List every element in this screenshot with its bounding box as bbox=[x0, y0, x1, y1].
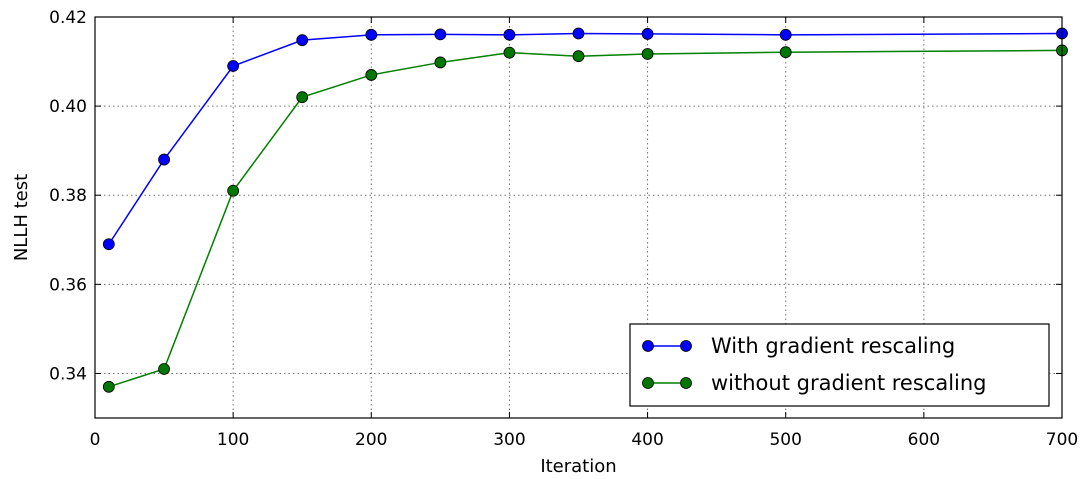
data-point bbox=[642, 28, 653, 39]
legend: With gradient rescaling without gradient … bbox=[630, 324, 1049, 406]
y-tick-label: 0.42 bbox=[49, 8, 87, 28]
x-tick-label: 100 bbox=[217, 430, 249, 450]
legend-marker bbox=[681, 341, 692, 352]
y-tick-label: 0.34 bbox=[49, 364, 87, 384]
legend-label: With gradient rescaling bbox=[711, 334, 955, 358]
x-tick-label: 400 bbox=[631, 430, 663, 450]
data-point bbox=[435, 57, 446, 68]
y-axis-title: NLLH test bbox=[11, 174, 32, 261]
data-point bbox=[297, 35, 308, 46]
series-line bbox=[109, 33, 1062, 244]
data-point bbox=[504, 29, 515, 40]
data-point bbox=[435, 29, 446, 40]
data-point bbox=[780, 47, 791, 58]
data-point bbox=[228, 185, 239, 196]
data-point bbox=[504, 47, 515, 58]
y-tick-label: 0.40 bbox=[49, 97, 87, 117]
data-point bbox=[103, 239, 114, 250]
data-point bbox=[366, 29, 377, 40]
x-tick-label: 0 bbox=[90, 430, 101, 450]
data-point bbox=[159, 154, 170, 165]
y-tick-label: 0.38 bbox=[49, 186, 87, 206]
legend-marker bbox=[681, 378, 692, 389]
data-point bbox=[366, 69, 377, 80]
series-1 bbox=[103, 28, 1067, 250]
x-tick-label: 200 bbox=[355, 430, 387, 450]
x-tick-label: 700 bbox=[1046, 430, 1078, 450]
x-tick-label: 300 bbox=[493, 430, 525, 450]
data-point bbox=[159, 363, 170, 374]
data-point bbox=[573, 51, 584, 62]
data-point bbox=[228, 61, 239, 72]
x-axis-title: Iteration bbox=[540, 456, 616, 477]
data-point bbox=[642, 48, 653, 59]
data-point bbox=[573, 28, 584, 39]
data-point bbox=[103, 381, 114, 392]
legend-label: without gradient rescaling bbox=[711, 371, 987, 395]
x-tick-label: 600 bbox=[908, 430, 940, 450]
y-tick-label: 0.36 bbox=[49, 275, 87, 295]
x-tick-label: 500 bbox=[769, 430, 801, 450]
legend-marker bbox=[643, 341, 654, 352]
data-point bbox=[780, 29, 791, 40]
legend-marker bbox=[643, 378, 654, 389]
data-point bbox=[297, 92, 308, 103]
